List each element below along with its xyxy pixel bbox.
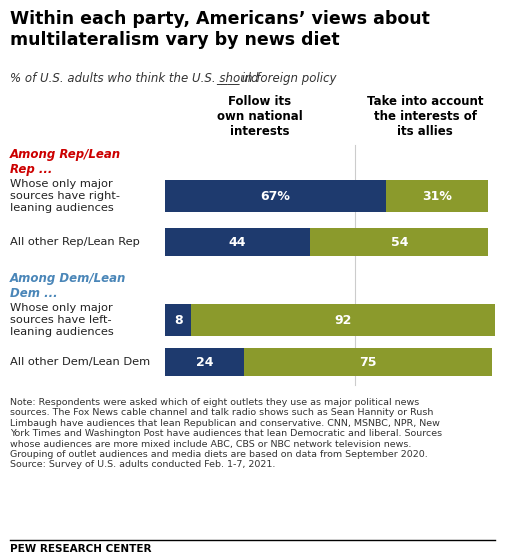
Bar <box>165 304 191 336</box>
Text: Note: Respondents were asked which of eight outlets they use as major political : Note: Respondents were asked which of ei… <box>10 398 442 470</box>
Bar <box>191 304 495 336</box>
Text: 8: 8 <box>174 314 182 326</box>
Text: All other Dem/Lean Dem: All other Dem/Lean Dem <box>10 357 150 367</box>
Text: Among Dem/Lean
Dem ...: Among Dem/Lean Dem ... <box>10 272 126 300</box>
Text: Within each party, Americans’ views about
multilateralism vary by news diet: Within each party, Americans’ views abou… <box>10 10 430 49</box>
Text: 31%: 31% <box>422 190 452 202</box>
Text: % of U.S. adults who think the U.S. should: % of U.S. adults who think the U.S. shou… <box>10 72 259 85</box>
Text: 24: 24 <box>196 356 213 368</box>
Bar <box>165 348 244 376</box>
Text: 75: 75 <box>359 356 377 368</box>
Bar <box>310 228 488 256</box>
Bar <box>386 180 488 212</box>
Text: 67%: 67% <box>261 190 290 202</box>
Text: All other Rep/Lean Rep: All other Rep/Lean Rep <box>10 237 140 247</box>
Text: PEW RESEARCH CENTER: PEW RESEARCH CENTER <box>10 544 151 554</box>
Text: Take into account
the interests of
its allies: Take into account the interests of its a… <box>367 95 483 138</box>
Text: Follow its
own national
interests: Follow its own national interests <box>217 95 303 138</box>
Text: 92: 92 <box>334 314 352 326</box>
Text: in foreign policy: in foreign policy <box>238 72 336 85</box>
Text: Among Rep/Lean
Rep ...: Among Rep/Lean Rep ... <box>10 148 121 176</box>
Bar <box>165 180 386 212</box>
Bar <box>165 228 310 256</box>
Text: Whose only major
sources have left-
leaning audiences: Whose only major sources have left- lean… <box>10 304 114 337</box>
Text: 54: 54 <box>390 235 408 249</box>
Text: 44: 44 <box>229 235 246 249</box>
Text: ____: ____ <box>216 72 239 85</box>
Bar <box>244 348 492 376</box>
Text: Whose only major
sources have right-
leaning audiences: Whose only major sources have right- lea… <box>10 179 120 212</box>
